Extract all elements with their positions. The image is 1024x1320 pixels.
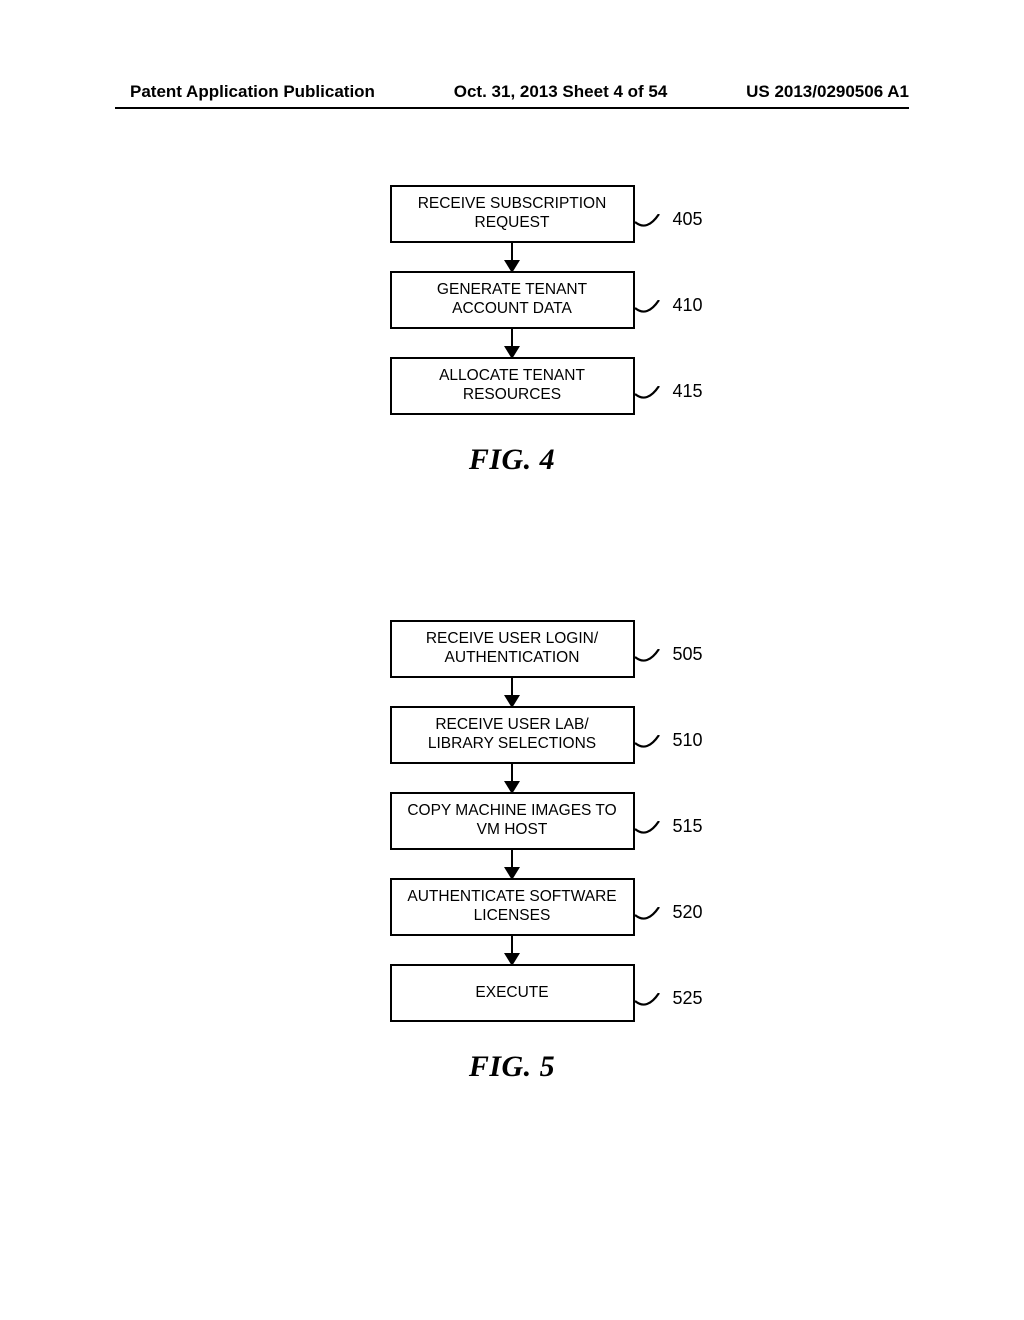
reference-number: 405 <box>673 209 703 230</box>
flowchart-box: RECEIVE SUBSCRIPTION REQUEST <box>390 185 635 243</box>
reference-connector: 415 <box>635 386 703 408</box>
flowchart-box: COPY MACHINE IMAGES TO VM HOST <box>390 792 635 850</box>
arrow-down-icon <box>511 936 514 964</box>
flowchart-box: EXECUTE <box>390 964 635 1022</box>
header-right: US 2013/0290506 A1 <box>746 82 909 102</box>
figure-4: RECEIVE SUBSCRIPTION REQUEST405GENERATE … <box>0 185 1024 477</box>
reference-number: 525 <box>673 988 703 1009</box>
flowchart-step: RECEIVE USER LAB/ LIBRARY SELECTIONS510 <box>390 706 635 764</box>
page-header: Patent Application Publication Oct. 31, … <box>0 82 1024 102</box>
flowchart-step: ALLOCATE TENANT RESOURCES415 <box>390 357 635 415</box>
arrow-down-icon <box>511 329 514 357</box>
flowchart-box: RECEIVE USER LAB/ LIBRARY SELECTIONS <box>390 706 635 764</box>
flowchart-step: RECEIVE USER LOGIN/ AUTHENTICATION505 <box>390 620 635 678</box>
arrow-down-icon <box>511 678 514 706</box>
flowchart-box: RECEIVE USER LOGIN/ AUTHENTICATION <box>390 620 635 678</box>
reference-number: 515 <box>673 816 703 837</box>
figure-label: FIG. 4 <box>469 443 555 477</box>
figure-label: FIG. 5 <box>469 1050 555 1084</box>
header-rule <box>115 107 909 109</box>
arrow-down-icon <box>511 243 514 271</box>
reference-connector: 405 <box>635 214 703 236</box>
flowchart-step: COPY MACHINE IMAGES TO VM HOST515 <box>390 792 635 850</box>
reference-connector: 520 <box>635 907 703 929</box>
reference-number: 520 <box>673 902 703 923</box>
flowchart-step: RECEIVE SUBSCRIPTION REQUEST405 <box>390 185 635 243</box>
reference-number: 410 <box>673 295 703 316</box>
flowchart-box: ALLOCATE TENANT RESOURCES <box>390 357 635 415</box>
flowchart-box: GENERATE TENANT ACCOUNT DATA <box>390 271 635 329</box>
flowchart-step: EXECUTE525 <box>390 964 635 1022</box>
reference-connector: 515 <box>635 821 703 843</box>
flowchart-step: AUTHENTICATE SOFTWARE LICENSES520 <box>390 878 635 936</box>
arrow-down-icon <box>511 850 514 878</box>
reference-number: 510 <box>673 730 703 751</box>
reference-number: 415 <box>673 381 703 402</box>
arrow-down-icon <box>511 764 514 792</box>
flowchart-box: AUTHENTICATE SOFTWARE LICENSES <box>390 878 635 936</box>
reference-connector: 505 <box>635 649 703 671</box>
header-center: Oct. 31, 2013 Sheet 4 of 54 <box>454 82 668 102</box>
reference-connector: 525 <box>635 993 703 1015</box>
reference-connector: 410 <box>635 300 703 322</box>
header-left: Patent Application Publication <box>130 82 375 102</box>
flowchart-step: GENERATE TENANT ACCOUNT DATA410 <box>390 271 635 329</box>
reference-connector: 510 <box>635 735 703 757</box>
figure-5: RECEIVE USER LOGIN/ AUTHENTICATION505REC… <box>0 620 1024 1084</box>
reference-number: 505 <box>673 644 703 665</box>
